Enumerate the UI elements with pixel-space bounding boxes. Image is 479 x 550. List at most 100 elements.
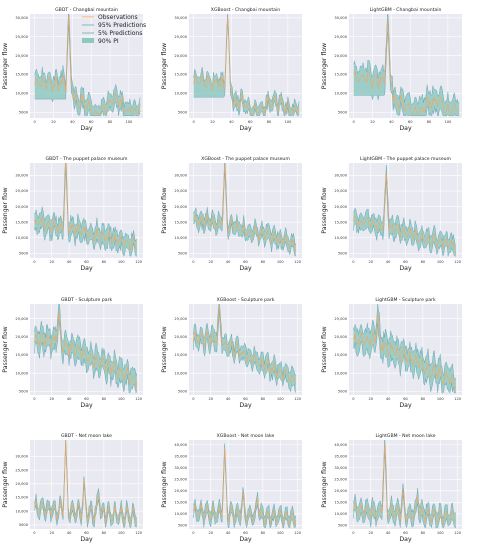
x-tick-label: 120 (294, 397, 302, 401)
x-tick-label: 120 (454, 260, 462, 264)
y-tick-label: 35,000 (334, 454, 347, 458)
pi-band (193, 14, 300, 116)
x-tick-label: 40 (70, 120, 75, 124)
x-tick-label: 20 (368, 260, 373, 264)
panel-title: XGBoost - Net moon lake (217, 433, 275, 439)
p95-line (353, 304, 457, 380)
y-tick-label: 20,000 (15, 205, 28, 209)
x-tick-label: 100 (118, 531, 126, 535)
x-tick-label: 60 (403, 397, 408, 401)
y-tick-label: 30,000 (334, 466, 347, 470)
panel-title: GBDT - Sculpture park (61, 297, 113, 303)
x-tick-label: 0 (33, 397, 36, 401)
x-tick-label: 60 (403, 260, 408, 264)
x-tick-label: 20 (208, 397, 213, 401)
x-tick-label: 40 (67, 260, 72, 264)
x-tick-label: 0 (352, 531, 355, 535)
legend-p95-label: 95% Predictions (98, 22, 146, 29)
y-tick-label: 20,000 (334, 489, 347, 493)
y-tick-label: 20,000 (174, 54, 187, 58)
y-axis-label: Passenger flow (161, 461, 168, 507)
observations-line (353, 443, 457, 526)
observations-line (193, 448, 297, 527)
y-tick-label: 30,000 (15, 174, 28, 178)
y-tick-label: 5000 (338, 252, 348, 256)
x-tick-label: 80 (102, 397, 107, 401)
x-axis-label: Day (239, 265, 252, 272)
panel-title: LightGBM - Sculpture park (375, 297, 436, 303)
x-tick-label: 80 (261, 531, 266, 535)
panel-title: GBDT - The puppet palace museum (45, 156, 128, 162)
x-tick-label: 80 (427, 120, 432, 124)
x-tick-label: 0 (34, 120, 37, 124)
p95-line (34, 163, 138, 242)
y-tick-label: 20,000 (15, 482, 28, 486)
series-group (353, 304, 457, 394)
p95-line (34, 440, 138, 520)
y-tick-label: 10,000 (174, 371, 187, 375)
y-tick-label: 25,000 (15, 317, 28, 321)
x-tick-label: 0 (192, 397, 195, 401)
y-tick-label: 5000 (19, 523, 29, 527)
y-tick-label: 10,000 (15, 236, 28, 240)
x-tick-label: 60 (248, 120, 253, 124)
y-tick-label: 20,000 (15, 335, 28, 339)
series-group (353, 165, 457, 257)
x-tick-label: 100 (284, 120, 292, 124)
x-tick-label: 40 (386, 397, 391, 401)
p5-line (193, 21, 300, 117)
y-tick-label: 30,000 (15, 455, 28, 459)
y-tick-label: 5000 (178, 252, 188, 256)
x-tick-label: 120 (135, 531, 143, 535)
panel-title: XGBoost - Sculpture park (217, 297, 275, 303)
y-tick-label: 25,000 (15, 35, 28, 39)
y-tick-label: 25,000 (334, 35, 347, 39)
x-tick-label: 60 (403, 531, 408, 535)
panel-2: 0 20 40 60 80 100 5000 10,000 15,000 20,000 25,000… (161, 7, 302, 132)
y-axis-label: Passenger flow (2, 326, 9, 372)
x-axis-label: Day (80, 536, 93, 543)
y-tick-label: 20,000 (174, 335, 187, 339)
y-tick-label: 5000 (178, 390, 188, 394)
y-tick-label: 25,000 (334, 189, 347, 193)
p5-line (353, 179, 456, 257)
y-tick-label: 10,000 (334, 236, 347, 240)
y-tick-label: 15,000 (334, 73, 347, 77)
y-tick-label: 15,000 (15, 353, 28, 357)
series-group (193, 304, 297, 393)
x-axis-label: Day (80, 402, 93, 409)
x-axis-label: Day (80, 265, 93, 272)
panel-title: LightGBM - Changbai mountain (370, 7, 442, 13)
y-tick-label: 15,000 (174, 501, 187, 505)
panel-5: 0 20 40 60 80 100 120 5000 10,000 15,000 20,000 25,… (161, 156, 302, 272)
p95-line (193, 163, 297, 246)
legend-pi-label: 90% PI (98, 38, 119, 45)
y-tick-label: 20,000 (334, 54, 347, 58)
x-tick-label: 80 (102, 531, 107, 535)
y-tick-label: 10,000 (15, 92, 28, 96)
y-tick-label: 10,000 (174, 512, 187, 516)
y-axis-label: Passenger flow (161, 43, 168, 89)
observations-line (353, 20, 460, 114)
x-tick-label: 0 (353, 120, 356, 124)
y-tick-label: 10,000 (334, 512, 347, 516)
y-tick-label: 15,000 (174, 73, 187, 77)
panel-11: 0 20 40 60 80 100 120 5000 10,000 15,000 20,000 25,… (161, 433, 302, 543)
y-tick-label: 25,000 (15, 468, 28, 472)
panel-title: XGBoost - Changbai mountain (211, 7, 280, 13)
y-axis-label: Passenger flow (321, 461, 328, 507)
y-tick-label: 15,000 (174, 220, 187, 224)
p95-line (193, 14, 300, 110)
panel-9: 0 20 40 60 80 100 120 5000 10,000 15,000 20,000 25,… (321, 297, 462, 409)
y-tick-label: 40,000 (174, 443, 187, 447)
y-tick-label: 35,000 (174, 454, 187, 458)
panel-3: 0 20 40 60 80 100 5000 10,000 15,000 20,000 25,000… (321, 7, 462, 132)
p5-line (34, 445, 138, 528)
x-tick-label: 40 (226, 531, 231, 535)
x-tick-label: 80 (421, 397, 426, 401)
x-tick-label: 100 (277, 531, 285, 535)
y-tick-label: 15,000 (334, 501, 347, 505)
x-tick-label: 100 (277, 260, 285, 264)
pi-band (353, 440, 456, 528)
x-axis-label: Day (239, 536, 252, 543)
